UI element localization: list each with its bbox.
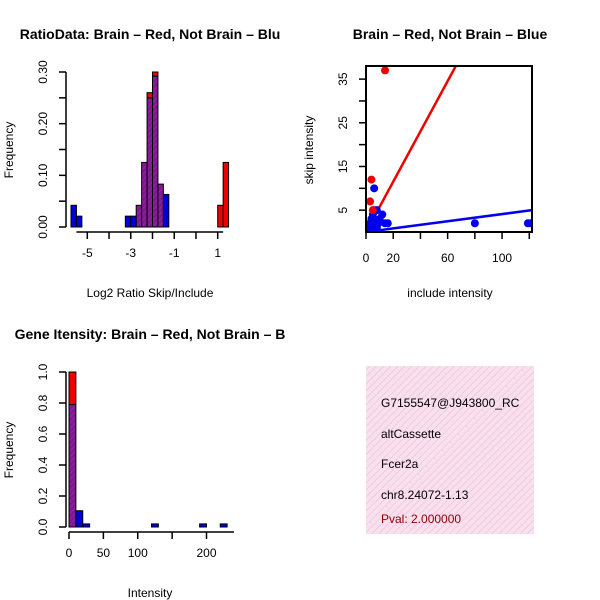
info-gene-name: Fcer2a: [381, 457, 419, 471]
not-brain-bar: [130, 215, 137, 228]
intensity-histogram-ylabel: Frequency: [2, 422, 16, 479]
not-brain-bar: [82, 523, 91, 528]
x-tick-label: 0: [66, 546, 73, 560]
scatter-plot-area: [366, 66, 532, 232]
not-brain-bar: [124, 215, 132, 228]
x-tick-label: 50: [97, 546, 111, 560]
intensity-histogram-axes: 0.0 0.2 0.4 0.6 0.8 1.0 0 50 100 200: [36, 363, 234, 560]
scatter-frame: [365, 65, 533, 233]
x-tick-label: 200: [196, 546, 216, 560]
x-tick-label: 0: [363, 251, 370, 265]
brain-bar: [217, 204, 224, 228]
y-tick-label: 0.4: [36, 456, 50, 473]
intensity-histogram-bars: [68, 371, 228, 528]
overlap-bar: [141, 161, 148, 228]
y-tick-label: 25: [336, 116, 350, 130]
x-tick-label: 60: [441, 251, 455, 265]
y-tick-label: 35: [336, 72, 350, 86]
brain-point: [381, 66, 390, 75]
scatter-ylabel: skip intensity: [302, 116, 316, 185]
brain-point: [368, 206, 377, 215]
y-tick-label: 5: [336, 207, 350, 214]
x-tick-label: 20: [387, 251, 401, 265]
not-brain-bar: [219, 523, 228, 528]
ratio-histogram-xlabel: Log2 Ratio Skip/Include: [87, 286, 214, 300]
intensity-histogram-panel: Gene Itensity: Brain – Red, Not Brain – …: [2, 326, 285, 600]
brain-fit-line: [366, 66, 457, 232]
x-tick-label: 100: [128, 546, 148, 560]
intensity-histogram-title: Gene Itensity: Brain – Red, Not Brain – …: [15, 326, 286, 342]
intensity-histogram-xlabel: Intensity: [128, 586, 173, 600]
not-brain-fit-line: [366, 208, 532, 232]
y-tick-label: 0.20: [36, 112, 50, 136]
y-tick-label: 0.10: [36, 163, 50, 187]
not-brain-bar: [75, 510, 84, 528]
not-brain-bar: [75, 215, 83, 228]
not-brain-point: [383, 219, 392, 228]
x-tick-label: 100: [492, 251, 512, 265]
not-brain-bar: [70, 204, 77, 228]
ratio-histogram-axes: 0.00 0.10 0.20 0.30 -5 -3 -1 1: [36, 60, 224, 260]
ratio-histogram-bars: [70, 71, 230, 228]
not-brain-bar: [151, 523, 159, 528]
y-tick-label: 0.2: [36, 487, 50, 504]
info-event-type: altCassette: [381, 427, 441, 441]
not-brain-point: [526, 219, 532, 228]
ratio-histogram-title: RatioData: Brain – Red, Not Brain – Blu: [20, 26, 281, 42]
scatter-xlabel: include intensity: [407, 286, 492, 300]
info-location: chr8.24072-1.13: [381, 488, 469, 502]
y-tick-label: 0.6: [36, 425, 50, 442]
overlap-bar: [68, 404, 77, 528]
not-brain-point: [366, 223, 373, 232]
overlap-bar: [157, 183, 164, 228]
not-brain-bar: [162, 193, 170, 228]
scatter-axes: 0 20 60 100 5 15 25 35: [336, 72, 531, 265]
info-panel-background: [366, 366, 534, 534]
not-brain-point: [470, 219, 479, 228]
not-brain-point: [372, 223, 381, 232]
brain-point: [367, 175, 376, 184]
info-panel: G7155547@J943800_RC altCassette Fcer2a c…: [366, 366, 534, 534]
not-brain-point: [367, 214, 376, 223]
x-tick-label: -3: [125, 246, 136, 260]
brain-point: [366, 197, 375, 206]
y-tick-label: 1.0: [36, 363, 50, 380]
y-tick-label: 0.30: [36, 60, 50, 84]
y-tick-label: 0.00: [36, 215, 50, 239]
brain-bar: [68, 371, 77, 406]
info-pval: Pval: 2.000000: [381, 512, 461, 526]
brain-bar: [146, 92, 153, 99]
info-probe-id: G7155547@J943800_RC: [381, 396, 520, 410]
not-brain-point: [378, 210, 387, 219]
y-tick-label: 15: [336, 159, 350, 173]
not-brain-bar: [199, 523, 207, 528]
overlap-bar: [146, 97, 153, 228]
not-brain-point: [370, 184, 379, 193]
ratio-histogram-ylabel: Frequency: [2, 122, 16, 179]
ratio-histogram-panel: RatioData: Brain – Red, Not Brain – Blu …: [2, 26, 280, 300]
x-tick-label: -5: [82, 246, 93, 260]
brain-bar: [152, 71, 159, 77]
x-tick-label: -1: [169, 246, 180, 260]
x-tick-label: 1: [214, 246, 221, 260]
y-tick-label: 0.8: [36, 394, 50, 411]
scatter-title: Brain – Red, Not Brain – Blue: [353, 26, 548, 42]
intensity-scatter-panel: Brain – Red, Not Brain – Blue include in…: [302, 26, 547, 300]
overlap-bar: [135, 204, 143, 228]
brain-bar: [222, 161, 230, 228]
y-tick-label: 0.0: [36, 518, 50, 535]
overlap-bar: [152, 75, 159, 228]
